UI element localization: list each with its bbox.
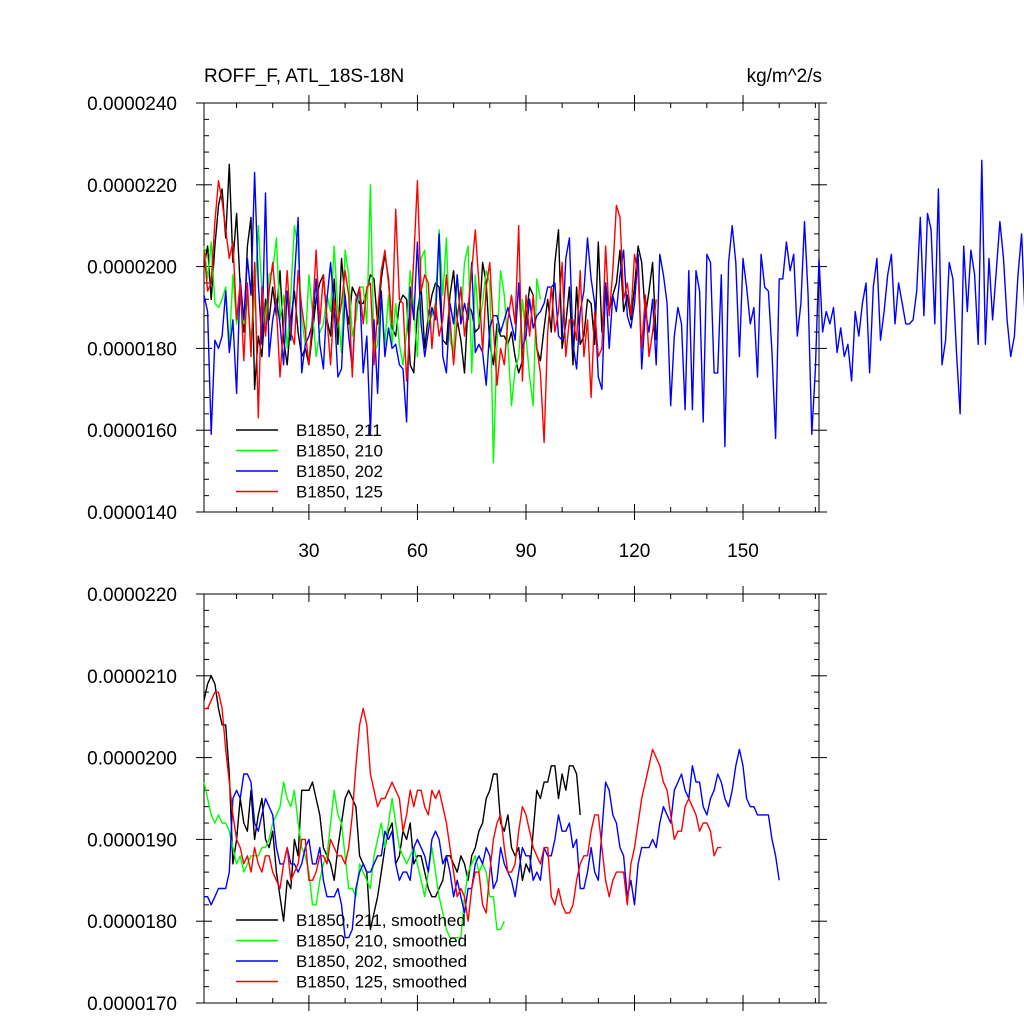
- y-tick-label: 0.0000160: [87, 421, 177, 442]
- series-line-3: [203, 159, 1024, 448]
- chart-units-label: kg/m^2/s: [747, 66, 822, 87]
- legend-label: B1850, 125, smoothed: [296, 973, 467, 992]
- y-tick-label: 0.0000200: [87, 258, 177, 279]
- plot-frame: [203, 593, 820, 1004]
- legend-label: B1850, 211, smoothed: [296, 911, 466, 930]
- x-tick-label: 30: [298, 541, 319, 562]
- legend-label: B1850, 202, smoothed: [296, 952, 467, 971]
- legend-label: B1850, 210, smoothed: [296, 932, 467, 951]
- x-tick-label: 150: [727, 541, 759, 562]
- series-line-3: [204, 748, 780, 939]
- y-tick-label: 0.0000240: [87, 94, 177, 115]
- series-line-4: [204, 691, 722, 922]
- legend-label: B1850, 125: [296, 483, 383, 502]
- x-tick-label: 120: [619, 541, 651, 562]
- legend-label: B1850, 210: [296, 442, 383, 461]
- x-tick-label: 60: [407, 541, 428, 562]
- y-tick-label: 0.0000170: [87, 994, 177, 1015]
- series-line-1: [203, 675, 581, 931]
- top-panel: 0.0000140 0.0000160 0.0000180 0.0000200 0.00…: [87, 94, 1024, 562]
- chart-title: ROFF_F, ATL_18S-18N: [204, 66, 404, 87]
- plot-frame: [203, 102, 820, 513]
- y-tick-label: 0.0000210: [87, 667, 177, 688]
- series-line-1: [203, 163, 657, 390]
- y-tick-label: 0.0000220: [87, 176, 177, 197]
- legend-label: B1850, 202: [296, 462, 383, 481]
- y-tick-label: 0.0000180: [87, 912, 177, 933]
- y-tick-label: 0.0000220: [87, 585, 177, 606]
- series-line-2: [203, 184, 542, 464]
- series-line-4: [203, 179, 657, 444]
- x-tick-label: 90: [515, 541, 536, 562]
- legend-label: B1850, 211: [296, 421, 382, 440]
- y-tick-label: 0.0000200: [87, 749, 177, 770]
- y-tick-label: 0.0000180: [87, 339, 177, 360]
- bottom-panel: 0.0000170 0.0000180 0.0000190 0.0000200 0.00…: [87, 585, 827, 1015]
- y-tick-label: 0.0000190: [87, 830, 177, 851]
- y-tick-label: 0.0000140: [87, 503, 177, 524]
